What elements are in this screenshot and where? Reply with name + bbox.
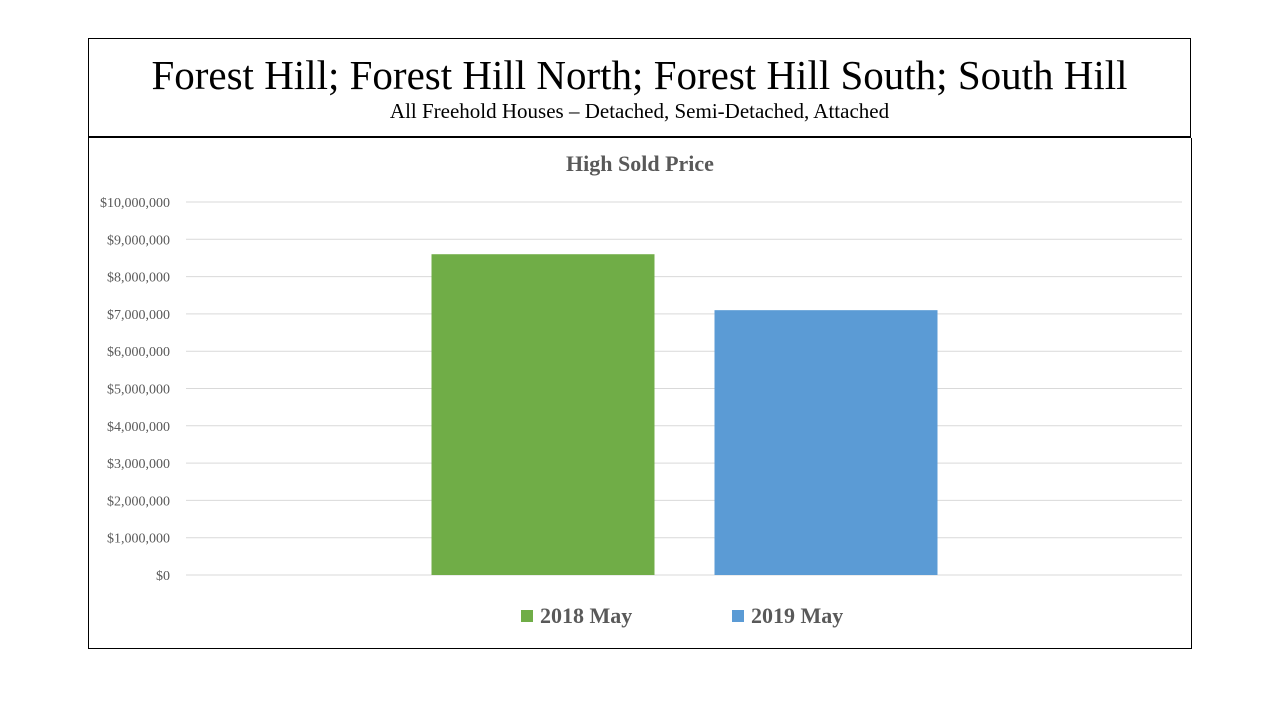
bar-chart: High Sold Price $0 $1,000,000 $2,000,000 $3… [100,151,1182,628]
y-tick-label: $10,000,000 [100,196,170,211]
chart-container: High Sold Price $0 $1,000,000 $2,000,000 $3… [88,138,1192,649]
legend-swatch [732,610,744,622]
y-tick-label: $7,000,000 [107,308,170,323]
y-tick-label: $9,000,000 [107,233,170,248]
legend-swatch [521,610,533,622]
page-subtitle: All Freehold Houses – Detached, Semi-Det… [389,99,890,123]
bars [431,254,938,575]
chart-title: High Sold Price [566,151,714,176]
y-tick-label: $5,000,000 [107,383,170,398]
title-banner: Forest Hill; Forest Hill North; Forest H… [88,38,1191,138]
y-tick-label: $8,000,000 [107,271,170,286]
y-tick-label: $4,000,000 [107,420,170,435]
legend-label: 2019 May [751,603,843,628]
bar-2018-may [431,254,655,575]
y-tick-label: $2,000,000 [107,494,170,509]
y-tick-label: $6,000,000 [107,345,170,360]
y-tick-label: $3,000,000 [107,457,170,472]
bar-2019-may [714,310,938,575]
y-tick-label: $1,000,000 [107,532,170,547]
legend: 2018 May 2019 May [521,603,843,628]
y-axis-ticks: $0 $1,000,000 $2,000,000 $3,000,000 $4,000,0… [100,196,170,584]
y-tick-label: $0 [156,569,170,584]
gridlines [186,201,1182,576]
legend-label: 2018 May [540,603,632,628]
page-title: Forest Hill; Forest Hill North; Forest H… [151,52,1128,98]
